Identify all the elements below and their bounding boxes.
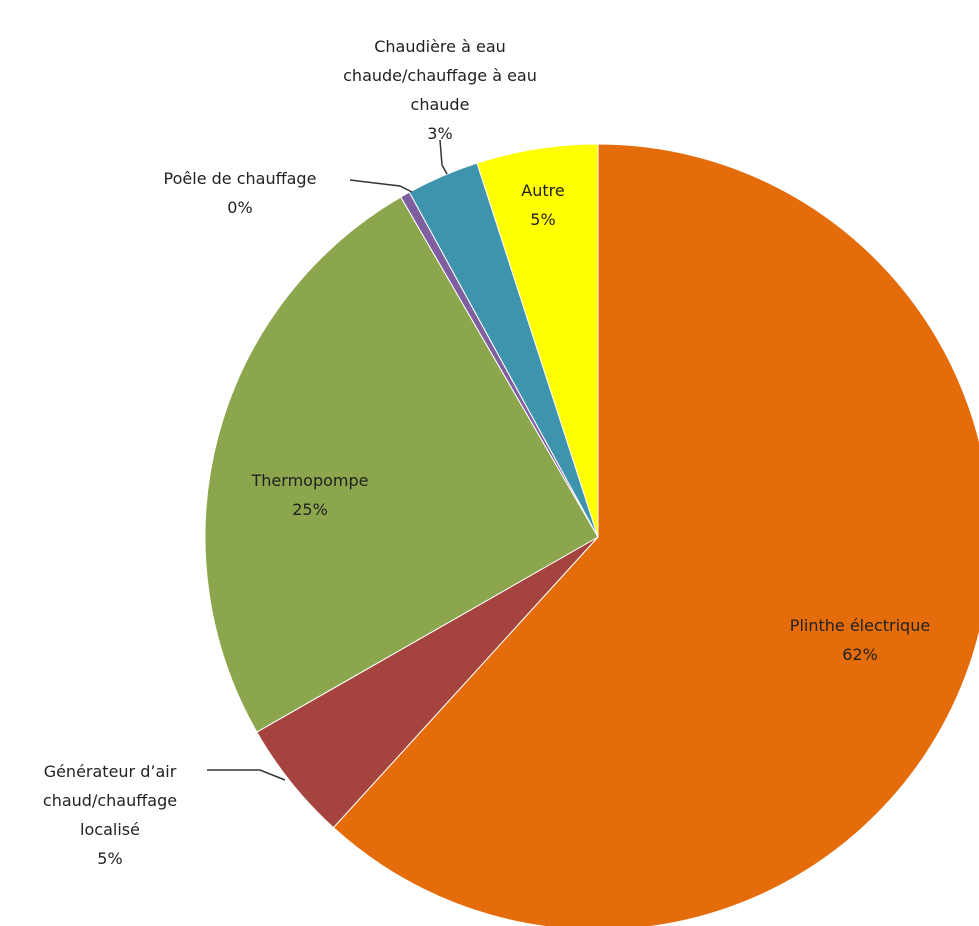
- slice-label: Thermopompe 25%: [210, 466, 410, 524]
- pie-slice: [204, 196, 599, 733]
- category-name: Autre: [521, 181, 565, 200]
- value-label: 25%: [292, 500, 328, 519]
- slice-label: Générateur d’air chaud/chauffage localis…: [25, 757, 195, 873]
- slice-label: Plinthe électrique 62%: [730, 611, 979, 669]
- value-label: 5%: [97, 849, 123, 868]
- value-label: 3%: [427, 124, 453, 143]
- category-name: Thermopompe: [251, 471, 369, 490]
- category-name: Poêle de chauffage: [163, 169, 317, 188]
- category-name: Générateur d’air chaud/chauffage localis…: [42, 762, 178, 839]
- category-name: Plinthe électrique: [789, 616, 931, 635]
- pie-slice: [476, 143, 599, 538]
- category-name: Chaudière à eau chaude/chauffage à eau c…: [343, 37, 537, 114]
- value-label: 5%: [530, 210, 556, 229]
- leader-line: [207, 769, 286, 781]
- leader-line: [349, 179, 413, 193]
- slice-label: Autre 5%: [493, 176, 593, 234]
- leader-line: [439, 139, 448, 175]
- slice-label: Chaudière à eau chaude/chauffage à eau c…: [340, 32, 540, 148]
- value-label: 0%: [227, 198, 253, 217]
- value-label: 62%: [842, 645, 878, 664]
- slice-label: Poêle de chauffage 0%: [110, 164, 370, 222]
